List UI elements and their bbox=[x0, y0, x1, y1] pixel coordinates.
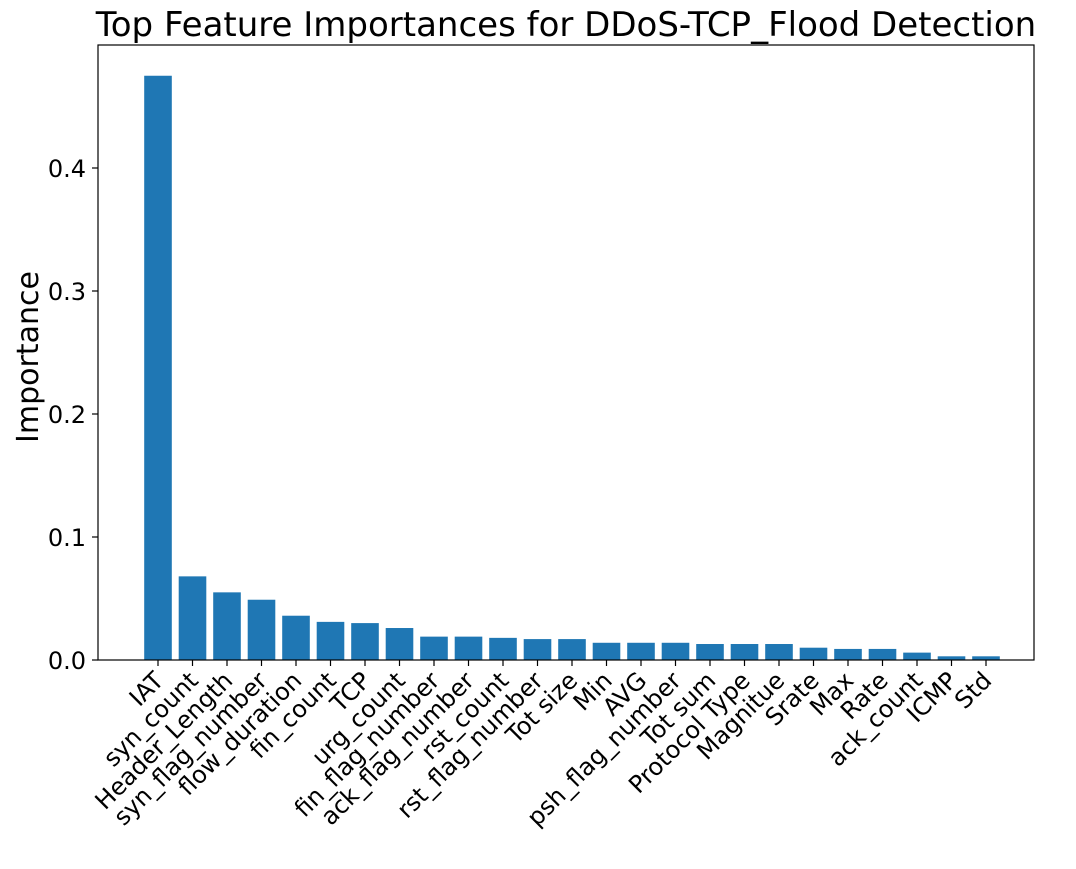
bar-header-length bbox=[213, 592, 241, 660]
y-tick-label: 0.1 bbox=[48, 524, 86, 552]
x-axis: IATsyn_countHeader_Lengthsyn_flag_number… bbox=[90, 660, 997, 832]
bar-min bbox=[592, 642, 621, 660]
bar-rate bbox=[868, 648, 897, 660]
bar-iat bbox=[144, 75, 172, 660]
bar-psh-flag-number bbox=[661, 642, 690, 660]
bar-srate bbox=[799, 647, 828, 660]
bar-icmp bbox=[937, 656, 966, 660]
y-axis-label: Importance bbox=[11, 271, 46, 443]
bar-flow-duration bbox=[282, 615, 310, 660]
bar-max bbox=[834, 648, 862, 660]
bar-ack-flag-number bbox=[454, 636, 483, 660]
bar-rst-flag-number bbox=[523, 639, 552, 660]
bars-group bbox=[144, 75, 1000, 660]
bar-std bbox=[972, 656, 1000, 660]
chart-title: Top Feature Importances for DDoS-TCP_Flo… bbox=[95, 5, 1036, 45]
bar-urg-count bbox=[385, 628, 414, 660]
bar-protocol-type bbox=[730, 644, 759, 660]
bar-syn-count bbox=[178, 576, 207, 660]
bar-avg bbox=[627, 642, 655, 660]
plot-frame bbox=[97, 44, 1035, 661]
bar-tot-size bbox=[558, 639, 586, 660]
bar-tcp bbox=[351, 623, 379, 660]
y-tick-label: 0.4 bbox=[48, 155, 86, 183]
bar-ack-count bbox=[903, 652, 931, 660]
bar-tot-sum bbox=[696, 644, 724, 660]
y-tick-label: 0.0 bbox=[48, 647, 86, 675]
bar-fin-count bbox=[316, 621, 345, 660]
y-tick-label: 0.3 bbox=[48, 278, 86, 306]
bar-magnitue bbox=[765, 644, 793, 660]
bar-rst-count bbox=[489, 637, 517, 660]
bar-fin-flag-number bbox=[420, 636, 448, 660]
y-axis: 0.0 0.1 0.2 0.3 0.4 bbox=[48, 155, 98, 675]
x-tick-label: Std bbox=[949, 666, 997, 714]
bar-syn-flag-number bbox=[247, 599, 276, 660]
y-tick-label: 0.2 bbox=[48, 401, 86, 429]
